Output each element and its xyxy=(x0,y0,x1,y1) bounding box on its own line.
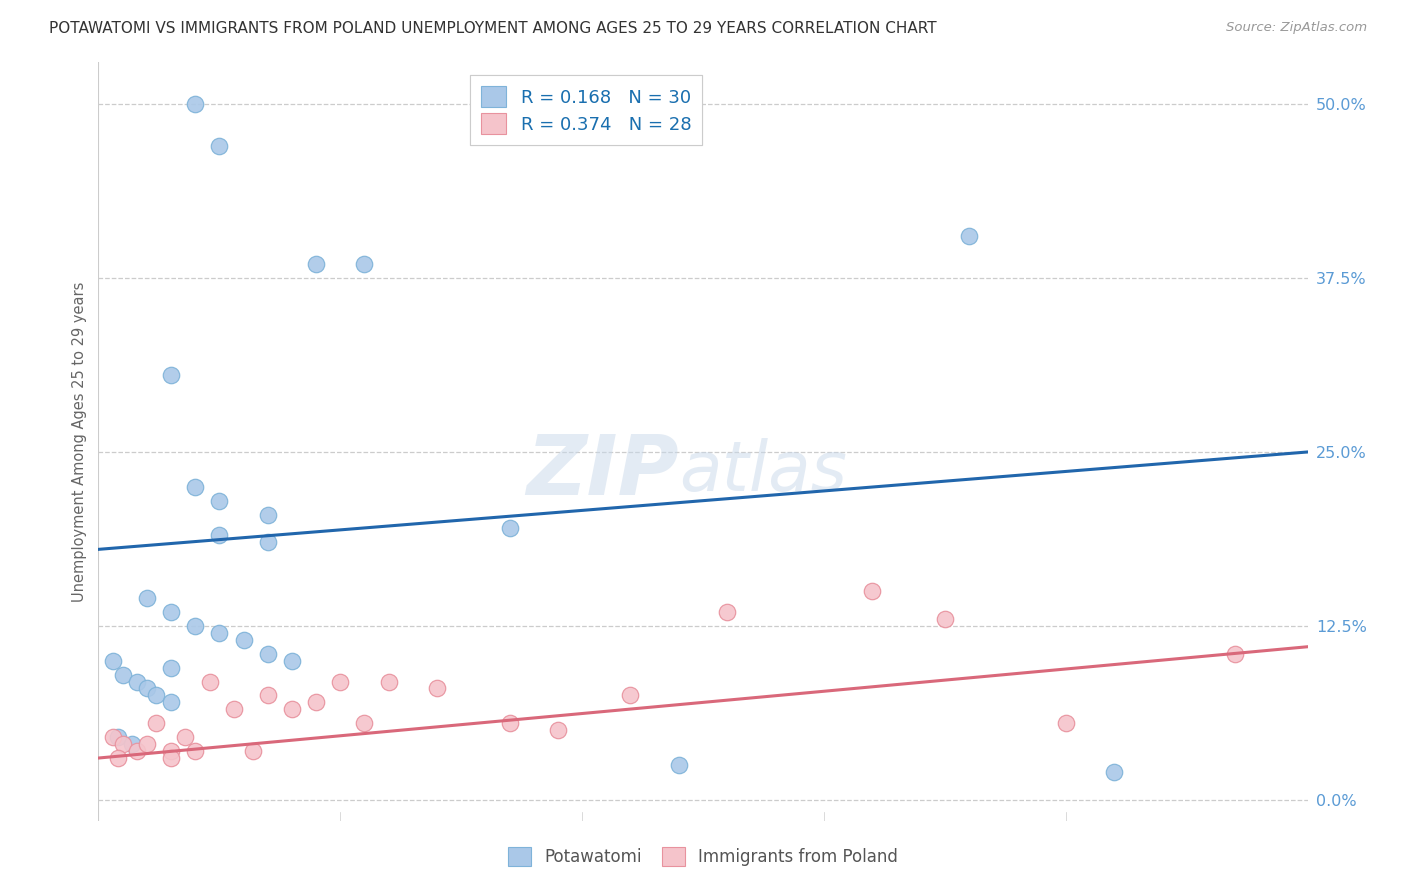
Point xyxy=(135,737,157,751)
Point xyxy=(256,647,278,661)
Point xyxy=(184,97,207,112)
Point xyxy=(184,480,207,494)
Point xyxy=(208,493,231,508)
Point xyxy=(498,521,520,535)
Point xyxy=(160,744,183,758)
Point xyxy=(716,605,738,619)
Point xyxy=(160,605,183,619)
Point xyxy=(281,702,304,716)
Point xyxy=(111,667,134,681)
Point xyxy=(256,689,278,703)
Point xyxy=(127,744,149,758)
Point xyxy=(860,584,883,599)
Point xyxy=(353,257,375,271)
Point xyxy=(1054,716,1077,731)
Point xyxy=(101,654,124,668)
Point xyxy=(135,591,157,605)
Point xyxy=(145,689,167,703)
Point xyxy=(111,737,134,751)
Point xyxy=(498,716,520,731)
Point xyxy=(256,508,278,522)
Point xyxy=(208,139,231,153)
Point xyxy=(619,689,641,703)
Point xyxy=(127,674,149,689)
Point xyxy=(160,751,183,765)
Point xyxy=(208,625,231,640)
Point xyxy=(242,744,264,758)
Point xyxy=(101,730,124,744)
Point xyxy=(222,702,245,716)
Point xyxy=(107,751,129,765)
Point xyxy=(160,660,183,674)
Point xyxy=(121,737,143,751)
Point xyxy=(184,619,207,633)
Point xyxy=(668,758,690,772)
Text: Source: ZipAtlas.com: Source: ZipAtlas.com xyxy=(1226,21,1367,35)
Point xyxy=(256,535,278,549)
Point xyxy=(547,723,569,738)
Point xyxy=(184,744,207,758)
Point xyxy=(305,257,328,271)
Point xyxy=(145,716,167,731)
Text: POTAWATOMI VS IMMIGRANTS FROM POLAND UNEMPLOYMENT AMONG AGES 25 TO 29 YEARS CORR: POTAWATOMI VS IMMIGRANTS FROM POLAND UNE… xyxy=(49,21,936,37)
Point xyxy=(1102,764,1125,779)
Point xyxy=(353,716,375,731)
Point xyxy=(198,674,221,689)
Point xyxy=(1223,647,1246,661)
Point xyxy=(305,695,328,709)
Legend: R = 0.168   N = 30, R = 0.374   N = 28: R = 0.168 N = 30, R = 0.374 N = 28 xyxy=(470,75,702,145)
Point xyxy=(934,612,956,626)
Point xyxy=(377,674,399,689)
Point xyxy=(281,654,304,668)
Point xyxy=(329,674,352,689)
Point xyxy=(208,528,231,542)
Point xyxy=(135,681,157,696)
Point xyxy=(160,368,183,383)
Point xyxy=(160,695,183,709)
Y-axis label: Unemployment Among Ages 25 to 29 years: Unemployment Among Ages 25 to 29 years xyxy=(72,281,87,602)
Point xyxy=(957,229,980,244)
Point xyxy=(232,632,254,647)
Point xyxy=(174,730,197,744)
Point xyxy=(426,681,449,696)
Text: ZIP: ZIP xyxy=(526,432,679,512)
Text: atlas: atlas xyxy=(679,438,846,506)
Point xyxy=(107,730,129,744)
Legend: Potawatomi, Immigrants from Poland: Potawatomi, Immigrants from Poland xyxy=(499,838,907,875)
